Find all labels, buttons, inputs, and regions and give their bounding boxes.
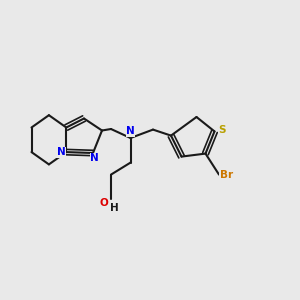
Text: S: S: [218, 125, 226, 135]
Text: Br: Br: [220, 169, 233, 180]
Text: H: H: [110, 203, 118, 213]
Text: O: O: [99, 198, 108, 208]
Text: N: N: [90, 153, 99, 164]
Text: N: N: [126, 126, 135, 136]
Text: N: N: [56, 147, 65, 157]
